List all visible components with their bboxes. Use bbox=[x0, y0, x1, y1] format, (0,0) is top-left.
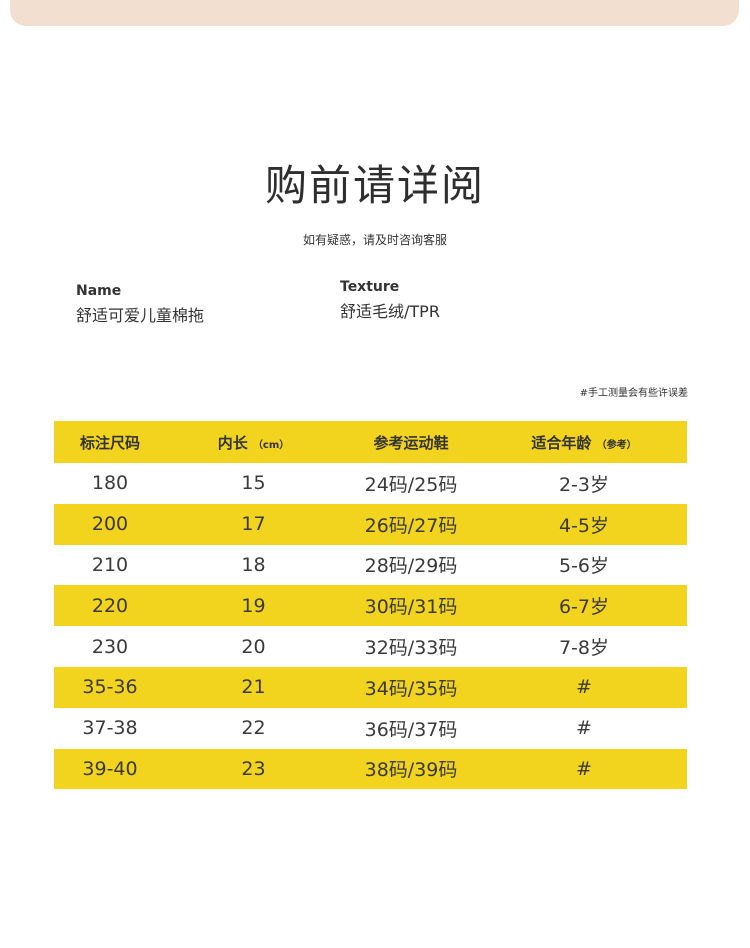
table-row: 35-36 21 34码/35码 # bbox=[54, 666, 687, 708]
table-cell: 210 bbox=[91, 553, 129, 576]
measurement-note: #手工测量会有些许误差 bbox=[579, 388, 688, 399]
table-cell: 19 bbox=[241, 594, 266, 617]
table-cell: 34码/35码 bbox=[364, 677, 458, 700]
table-cell: 220 bbox=[91, 594, 129, 617]
table-cell: 5-6岁 bbox=[558, 555, 610, 578]
table-cell: 230 bbox=[91, 635, 129, 658]
table-cell: 39-40 bbox=[82, 757, 138, 780]
header-cell: 适合年龄 （参考） bbox=[531, 433, 637, 452]
texture-info: Texture 舒适毛绒/TPR bbox=[340, 279, 440, 322]
table-cell: 23 bbox=[241, 757, 266, 780]
name-value: 舒适可爱儿童棉拖 bbox=[76, 306, 205, 325]
table-cell: 15 bbox=[241, 472, 266, 495]
table-cell: 7-8岁 bbox=[558, 637, 610, 660]
table-cell: 38码/39码 bbox=[364, 759, 458, 782]
texture-label: Texture bbox=[340, 279, 400, 295]
table-cell: 32码/33码 bbox=[364, 637, 458, 660]
table-row: 230 20 32码/33码 7-8岁 bbox=[54, 626, 687, 667]
table-cell: 17 bbox=[241, 513, 266, 536]
table-row: 37-38 22 36码/37码 # bbox=[54, 708, 687, 749]
table-cell: 30码/31码 bbox=[364, 596, 458, 619]
table-row: 200 17 26码/27码 4-5岁 bbox=[54, 503, 687, 545]
table-cell: 28码/29码 bbox=[364, 555, 458, 578]
table-cell: # bbox=[576, 676, 592, 699]
table-row: 180 15 24码/25码 2-3岁 bbox=[54, 463, 687, 504]
table-cell: 35-36 bbox=[82, 676, 138, 699]
table-cell: 200 bbox=[91, 513, 129, 536]
table-row: 210 18 28码/29码 5-6岁 bbox=[54, 545, 687, 586]
table-row: 39-40 23 38码/39码 # bbox=[54, 748, 687, 790]
table-cell: 6-7岁 bbox=[558, 596, 610, 619]
page-title: 购前请详阅 bbox=[264, 161, 485, 210]
table-row: 220 19 30码/31码 6-7岁 bbox=[54, 585, 687, 627]
table-cell: 24码/25码 bbox=[364, 473, 458, 496]
table-cell: 20 bbox=[241, 635, 266, 658]
table-cell: 22 bbox=[241, 717, 266, 740]
top-banner bbox=[10, 0, 739, 26]
table-cell: 26码/27码 bbox=[364, 514, 458, 537]
table-cell: 4-5岁 bbox=[558, 514, 610, 537]
table-cell: # bbox=[576, 717, 592, 740]
table-cell: 36码/37码 bbox=[364, 718, 458, 741]
table-header-row: 标注尺码 内长 （cm） 参考运动鞋 适合年龄 （参考） bbox=[54, 421, 687, 463]
table-cell: 37-38 bbox=[82, 717, 138, 740]
table-cell: 21 bbox=[241, 676, 266, 699]
name-info: Name 舒适可爱儿童棉拖 bbox=[76, 283, 204, 326]
size-table: 标注尺码 内长 （cm） 参考运动鞋 适合年龄 （参考） 180 15 24码/25… bbox=[54, 421, 687, 790]
name-label: Name bbox=[76, 283, 122, 299]
header-cell: 标注尺码 bbox=[79, 433, 140, 452]
subtitle: 如有疑惑，请及时咨询客服 bbox=[302, 233, 447, 247]
table-cell: 2-3岁 bbox=[558, 473, 610, 496]
table-cell: 180 bbox=[91, 472, 129, 495]
table-cell: # bbox=[576, 757, 592, 780]
table-cell: 18 bbox=[241, 553, 266, 576]
texture-value: 舒适毛绒/TPR bbox=[340, 302, 440, 321]
header-cell: 参考运动鞋 bbox=[373, 433, 449, 452]
header-cell: 内长 （cm） bbox=[217, 433, 290, 452]
